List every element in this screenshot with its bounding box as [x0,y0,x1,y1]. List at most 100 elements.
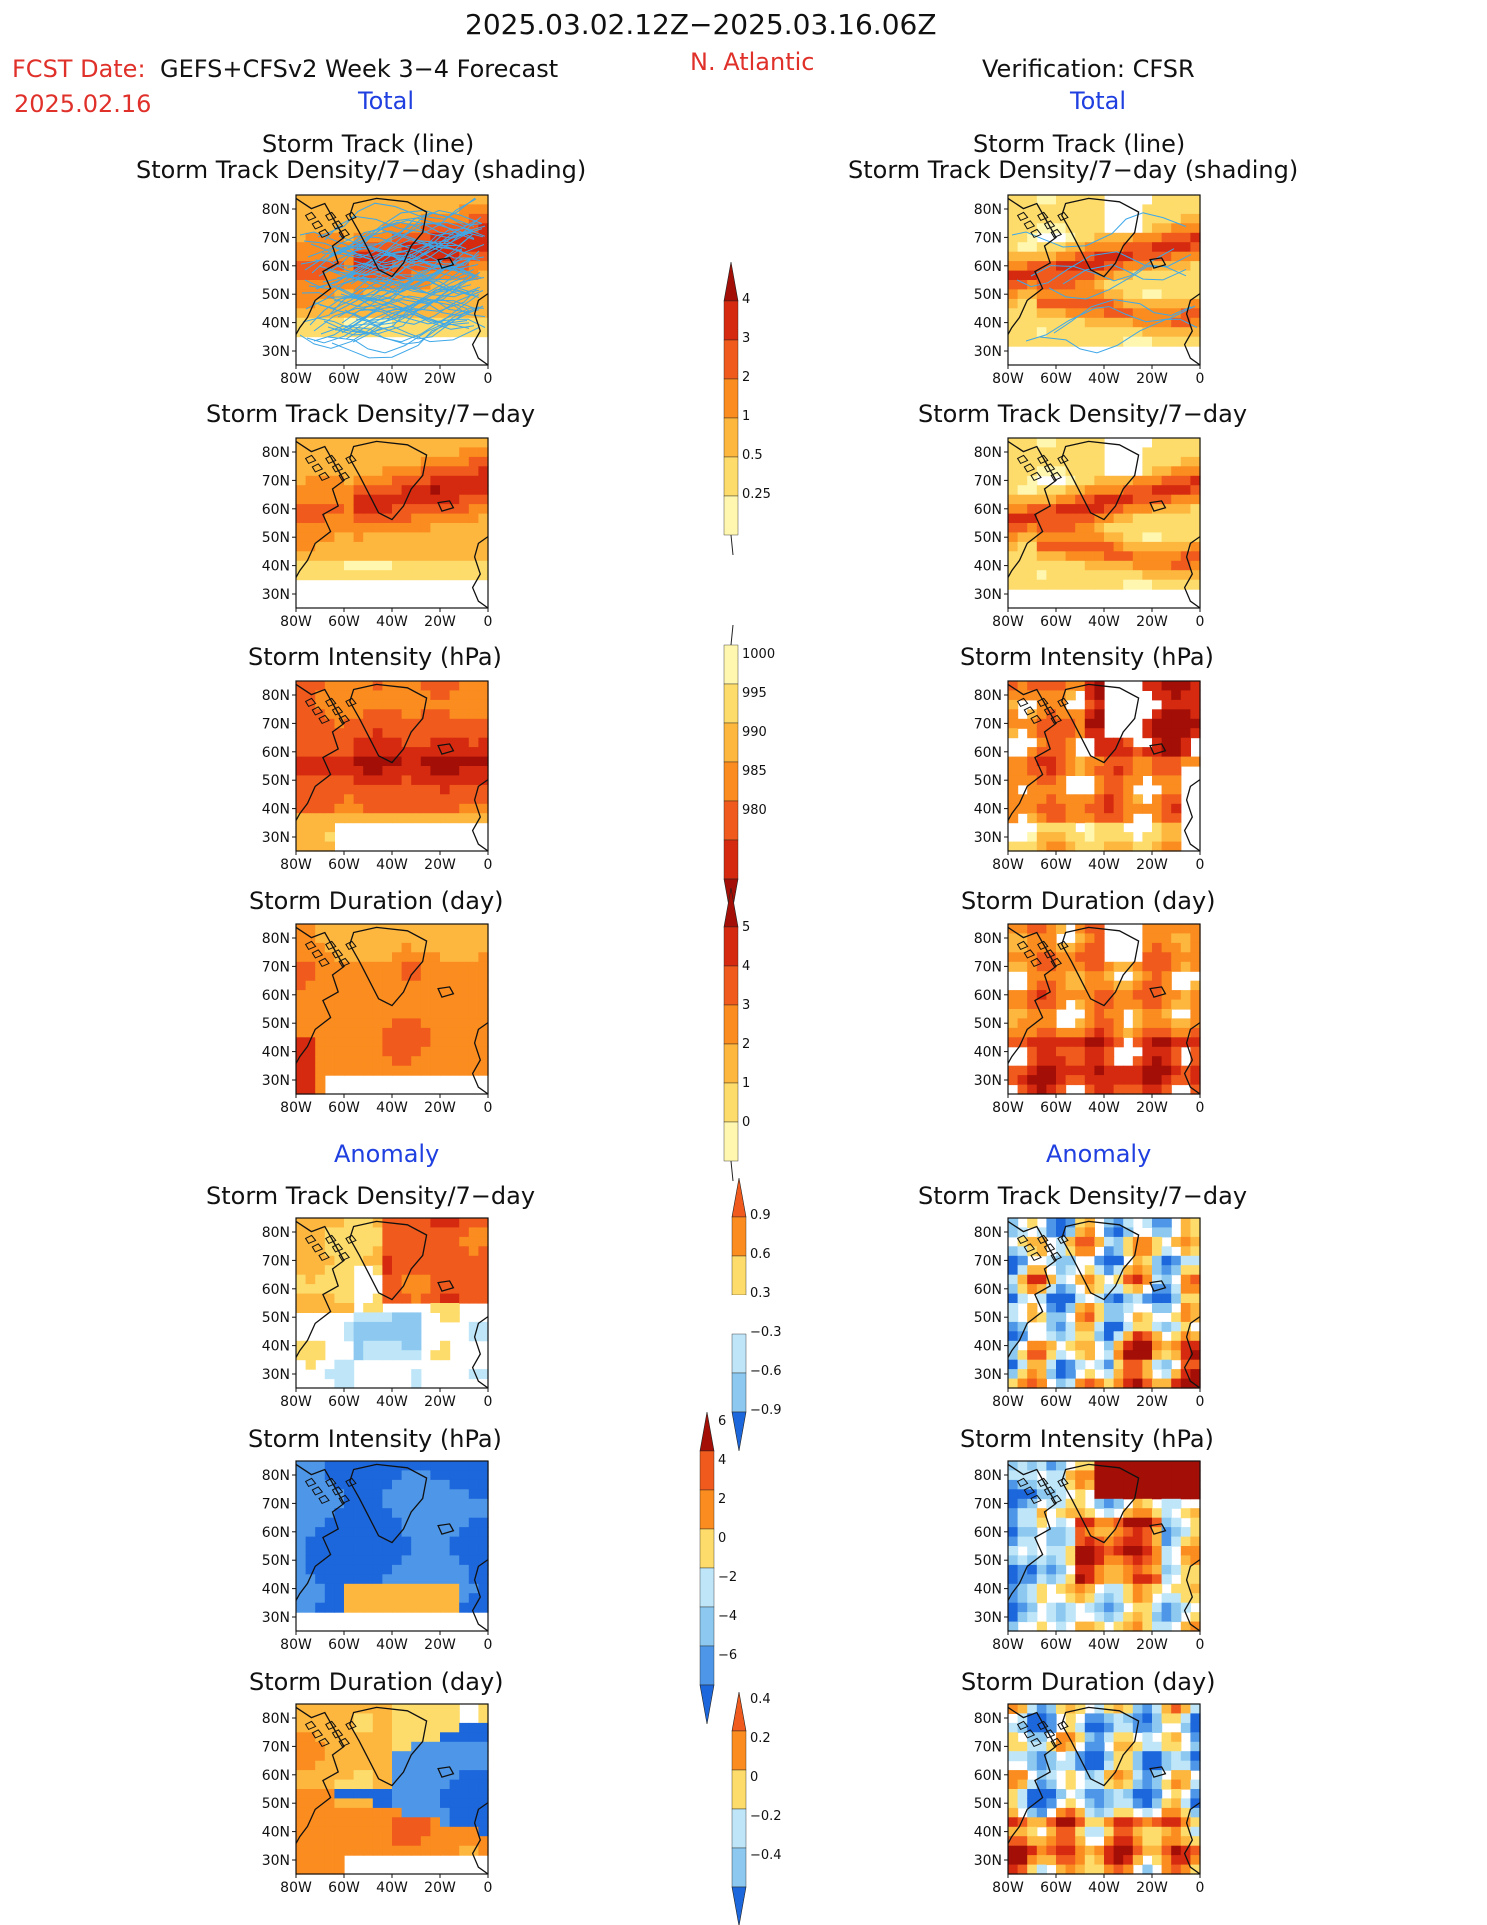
map-fcst-track-lon-label: 20W [424,371,456,387]
map-obs-duration-anom-lat-label: 80N [974,1711,1002,1727]
map-obs-duration-anom-lon-label: 40W [1088,1880,1120,1896]
map-obs-duration: 80N 70N 60N 50N 40N 30N 80W 60W 40W 20W 0 [974,923,1204,1116]
map-obs-duration-anom-lat-label: 30N [974,1853,1002,1869]
map-fcst-intensity: 80N 70N 60N 50N 40N 30N 80W 60W 40W 20W 0 [262,680,493,873]
total-section-right: Total [1070,87,1127,115]
map-fcst-intensity-anom-lat-label: 60N [262,1525,290,1541]
map-obs-intensity-lat-label: 70N [974,716,1002,732]
colorbar-intensity-anom: 6 4 2 0 −2 −4 −6 [699,1411,737,1725]
map-obs-density-anom: 80N 70N 60N 50N 40N 30N 80W 60W 40W 20W 0 [974,1217,1205,1410]
map-obs-intensity-lon-label: 20W [1136,857,1168,873]
title-duration-right: Storm Duration (day) [961,887,1216,915]
map-fcst-duration-lat-label: 70N [262,959,290,975]
map-obs-intensity-lon-label: 80W [992,857,1024,873]
map-fcst-duration-lon-label: 60W [328,1100,360,1116]
colorbar-intensity-label: 985 [742,764,767,779]
colorbar-duration: 5 4 3 2 1 0 [723,887,750,1182]
map-obs-intensity-anom-lat-label: 80N [974,1468,1002,1484]
map-fcst-density-lon-label: 40W [376,614,408,630]
map-obs-intensity-lat-label: 80N [974,688,1002,704]
map-obs-intensity-anom-lat-label: 60N [974,1525,1002,1541]
map-fcst-intensity-lat-label: 30N [262,830,290,846]
colorbar-duration-label: 3 [742,998,750,1013]
map-fcst-density-lat-label: 30N [262,587,290,603]
colorbar-density-anom-label: −0.6 [750,1364,782,1379]
title-density-anom-right: Storm Track Density/7−day [918,1182,1248,1210]
map-fcst-track-lon-label: 0 [484,371,493,387]
colorbar-density-anom-label: 0.6 [750,1247,771,1262]
map-fcst-density-anom: 80N 70N 60N 50N 40N 30N 80W 60W 40W 20W 0 [262,1217,492,1410]
map-fcst-track-lat-label: 40N [262,316,290,332]
map-obs-track-lon-label: 60W [1040,371,1072,387]
map-fcst-intensity-lon-label: 0 [484,857,493,873]
colorbar-density-anom-label: 0.9 [750,1208,771,1223]
map-obs-track-lat-label: 60N [974,259,1002,275]
map-obs-track-lat-label: 70N [974,230,1002,246]
map-obs-track-lon-label: 0 [1196,371,1205,387]
colorbar-duration-anom-label: −0.4 [750,1848,782,1863]
colorbar-intensity-anom-label: 4 [718,1453,726,1468]
map-obs-track: 80N 70N 60N 50N 40N 30N 80W 60W 40W 20W 0 [974,194,1205,387]
total-section-left: Total [358,87,415,115]
map-fcst-intensity-anom-lat-label: 80N [262,1468,290,1484]
map-fcst-density-lon-label: 80W [280,614,312,630]
map-obs-duration-anom: 80N 70N 60N 50N 40N 30N 80W 60W 40W 20W 0 [974,1703,1205,1896]
map-fcst-intensity-lon-label: 60W [328,857,360,873]
anomaly-section-left: Anomaly [334,1140,440,1168]
map-fcst-duration-lon-label: 20W [424,1100,456,1116]
map-fcst-duration-lon-label: 40W [376,1100,408,1116]
colorbar-intensity: 1000 995 990 985 980 [723,624,775,919]
map-fcst-intensity-anom-lon-label: 80W [280,1637,312,1653]
map-fcst-density-anom-lat-label: 50N [262,1310,290,1326]
map-fcst-density-anom-lon-label: 80W [280,1394,312,1410]
map-fcst-density-anom-lon-label: 20W [424,1394,456,1410]
map-obs-duration-anom-lon-label: 0 [1196,1880,1205,1896]
map-fcst-duration-anom-lat-label: 60N [262,1768,290,1784]
map-fcst-duration-lat-label: 60N [262,988,290,1004]
colorbar-intensity-label: 995 [742,686,767,701]
colorbar-intensity-anom-label: 2 [718,1492,726,1507]
colorbar-duration-anom-label: 0 [750,1770,758,1785]
map-obs-density-lat-label: 40N [974,559,1002,575]
map-fcst-duration-anom-lon-label: 80W [280,1880,312,1896]
region-label: N. Atlantic [690,48,815,76]
colorbar-density-label: 4 [742,292,750,307]
map-obs-density-lon-label: 40W [1088,614,1120,630]
map-fcst-track-lat-label: 60N [262,259,290,275]
map-obs-density-anom-lon-label: 60W [1040,1394,1072,1410]
map-fcst-density-lon-label: 60W [328,614,360,630]
map-fcst-intensity-anom: 80N 70N 60N 50N 40N 30N 80W 60W 40W 20W 0 [262,1460,492,1653]
map-fcst-intensity-lon-label: 40W [376,857,408,873]
map-fcst-duration-anom-lat-label: 30N [262,1853,290,1869]
map-fcst-intensity-lat-label: 60N [262,745,290,761]
title-density-left: Storm Track Density/7−day [206,400,536,428]
map-fcst-track-lon-label: 40W [376,371,408,387]
title-duration-anom-left: Storm Duration (day) [249,1668,504,1696]
map-fcst-duration-anom-lon-label: 20W [424,1880,456,1896]
map-obs-density-anom-lon-label: 0 [1196,1394,1205,1410]
map-obs-duration-lat-label: 30N [974,1073,1002,1089]
map-fcst-density-lon-label: 20W [424,614,456,630]
map-fcst-track: 80N 70N 60N 50N 40N 30N 80W 60W 40W 20W 0 [262,194,493,387]
colorbar-duration-label: 0 [742,1115,750,1130]
map-fcst-intensity-lon-label: 80W [280,857,312,873]
map-fcst-density-anom-lat-label: 80N [262,1225,290,1241]
map-obs-density-lat-label: 30N [974,587,1002,603]
map-fcst-duration-lat-label: 40N [262,1045,290,1061]
map-obs-density-anom-lat-label: 50N [974,1310,1002,1326]
colorbar-duration-label: 5 [742,920,750,935]
map-obs-track-lat-label: 30N [974,344,1002,360]
map-fcst-duration-anom-lat-label: 50N [262,1796,290,1812]
map-fcst-intensity-anom-lon-label: 60W [328,1637,360,1653]
map-obs-duration-anom-lat-label: 60N [974,1768,1002,1784]
map-obs-duration-lon-label: 20W [1136,1100,1168,1116]
map-fcst-duration-lat-label: 80N [262,931,290,947]
map-obs-density-anom-lat-label: 80N [974,1225,1002,1241]
colorbar-density-anom: 0.9 0.6 0.3 −0.3 −0.6 −0.9 [731,1177,782,1452]
map-obs-intensity-lat-label: 30N [974,830,1002,846]
map-obs-density-lon-label: 80W [992,614,1024,630]
colorbar-density: 4 3 2 1 0.5 0.25 [723,261,771,556]
map-fcst-density-anom-lat-label: 40N [262,1339,290,1355]
map-obs-duration-lat-label: 60N [974,988,1002,1004]
map-obs-track-lat-label: 40N [974,316,1002,332]
